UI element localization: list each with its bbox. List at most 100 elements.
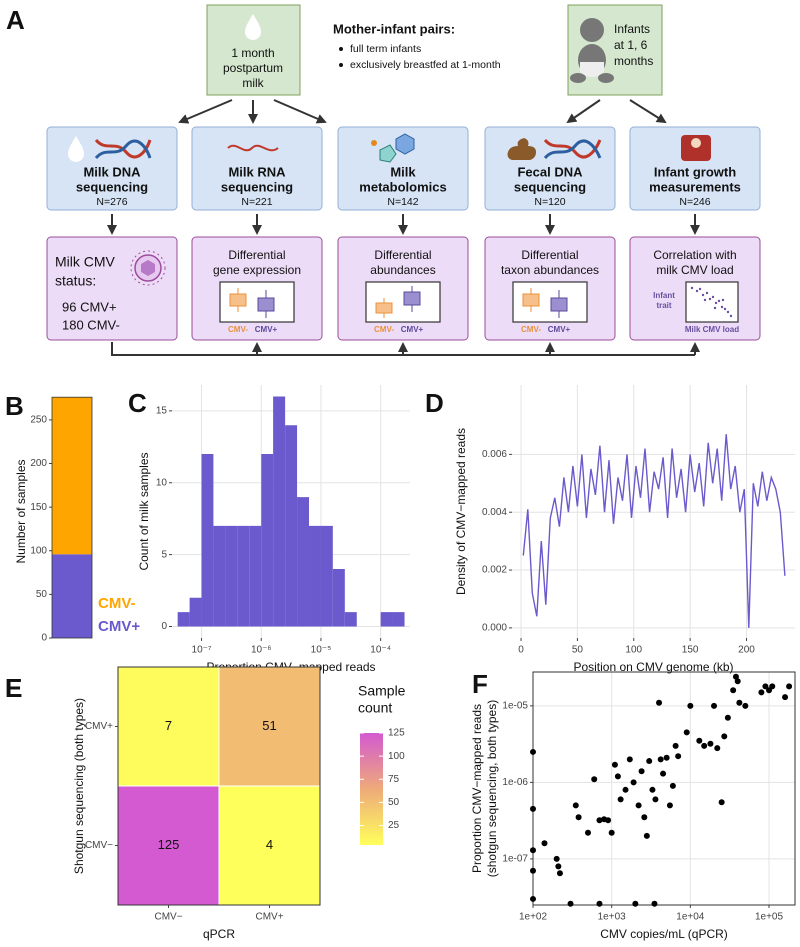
- scatter-point: [596, 900, 603, 907]
- histogram-bar: [225, 525, 238, 627]
- panel-label: C: [128, 388, 147, 418]
- scatter-point: [675, 753, 682, 760]
- scatter-point: [724, 714, 731, 721]
- y-tick-label: 0: [41, 633, 47, 644]
- analysis-title: Correlation with: [653, 248, 736, 262]
- source-label: postpartum: [223, 61, 283, 75]
- axis-label: Infant: [653, 291, 675, 300]
- x-tick-label: 1e+05: [755, 912, 784, 923]
- scatter-point: [696, 737, 703, 744]
- rna-icon: [227, 144, 279, 152]
- assay-title: Milk: [390, 164, 416, 179]
- assay-box: [337, 126, 469, 211]
- arrows-top: [178, 99, 667, 124]
- scatter-point: [646, 758, 653, 765]
- histogram-bar: [297, 497, 310, 627]
- scatter-point: [641, 814, 648, 821]
- group-label: CMV+: [401, 325, 424, 334]
- panel-label: A: [6, 5, 25, 35]
- histogram-bar: [309, 525, 321, 627]
- x-tick-label: 50: [572, 645, 584, 656]
- scatter-point: [630, 779, 637, 786]
- scatter-point: [591, 776, 598, 783]
- scatter-point: [605, 817, 612, 824]
- scatter-point: [666, 802, 673, 809]
- assay-title: sequencing: [76, 179, 148, 194]
- panel-border: [117, 666, 321, 906]
- panel-border: [532, 671, 796, 906]
- scatter-point: [758, 689, 765, 696]
- x-tick-label: 0: [518, 645, 524, 656]
- legend-title: count: [358, 700, 392, 716]
- scatter-point: [530, 895, 536, 902]
- assay-title: Milk RNA: [228, 164, 286, 179]
- scatter-point: [660, 770, 667, 777]
- scale-icon: [691, 138, 701, 148]
- bar-outline: [51, 396, 93, 639]
- source-label: 1 month: [231, 46, 274, 60]
- colorbar-label: 125: [388, 728, 405, 739]
- dna-icon: [94, 139, 152, 160]
- y-tick-label: CMV−: [85, 840, 113, 851]
- x-tick-label: CMV−: [154, 912, 182, 923]
- scatter-point: [707, 740, 714, 747]
- colorbar-label: 75: [388, 774, 400, 785]
- legend-title: Sample: [358, 683, 406, 699]
- scatter-point: [553, 855, 560, 862]
- scatter-point: [656, 699, 663, 706]
- group-label: CMV-: [521, 325, 541, 334]
- cohort-title: Mother-infant pairs:: [333, 21, 455, 36]
- scatter-point: [718, 799, 725, 806]
- legend-entry: CMV+: [98, 618, 140, 635]
- cmv-count: 180 CMV-: [62, 317, 120, 332]
- scatter-point: [584, 829, 591, 836]
- histogram-bar: [249, 525, 262, 627]
- x-tick-label: 1e+04: [676, 912, 705, 923]
- x-tick-label: 1e+02: [519, 912, 548, 923]
- group-label: CMV+: [255, 325, 278, 334]
- mini-boxplot: [219, 281, 588, 323]
- histogram-bar: [213, 525, 226, 627]
- scatter-point: [572, 802, 579, 809]
- assay-title: Infant growth: [654, 164, 736, 179]
- x-tick-label: CMV+: [255, 912, 283, 923]
- y-tick-label: 0.002: [482, 565, 507, 576]
- y-tick-label: 0.000: [482, 623, 507, 634]
- scatter-point: [652, 796, 659, 803]
- scatter-point: [643, 832, 650, 839]
- scatter-point: [632, 900, 639, 907]
- source-milk: 1 month postpartum milk: [206, 4, 301, 96]
- y-tick-label: 1e-05: [502, 701, 528, 712]
- x-tick-label: 1e+03: [598, 912, 627, 923]
- histogram-bar: [320, 525, 333, 627]
- y-tick-label: 50: [36, 589, 48, 600]
- x-tick-label: 10⁻⁴: [370, 645, 391, 656]
- scatter-point: [530, 867, 536, 874]
- y-tick-label: 200: [30, 458, 47, 469]
- y-tick-label: 1e-06: [502, 777, 528, 788]
- assay-n: N=221: [241, 196, 272, 208]
- source-label: at 1, 6: [614, 38, 648, 52]
- y-tick-label: 250: [30, 415, 47, 426]
- mini-scatter: [685, 281, 739, 323]
- colorbar-label: 100: [388, 751, 405, 762]
- panel-label: B: [5, 391, 24, 421]
- drop-icon: [68, 136, 84, 162]
- assay-box: [191, 126, 323, 211]
- assay-title: Milk DNA: [83, 164, 141, 179]
- scatter-point: [617, 796, 624, 803]
- scatter-point: [556, 870, 563, 877]
- scatter-point: [608, 829, 615, 836]
- scatter-point: [530, 847, 536, 854]
- axis-label: trait: [656, 301, 671, 310]
- heatmap-cell: [218, 666, 321, 787]
- cell-label: 125: [158, 837, 180, 852]
- scatter-point: [701, 742, 708, 749]
- histogram-bar: [261, 454, 274, 627]
- source-label: milk: [242, 76, 264, 90]
- histogram-bar: [201, 454, 214, 627]
- cohort-bullet: full term infants: [350, 43, 421, 55]
- scatter-point: [657, 756, 664, 763]
- x-tick-label: 10⁻⁵: [311, 645, 332, 656]
